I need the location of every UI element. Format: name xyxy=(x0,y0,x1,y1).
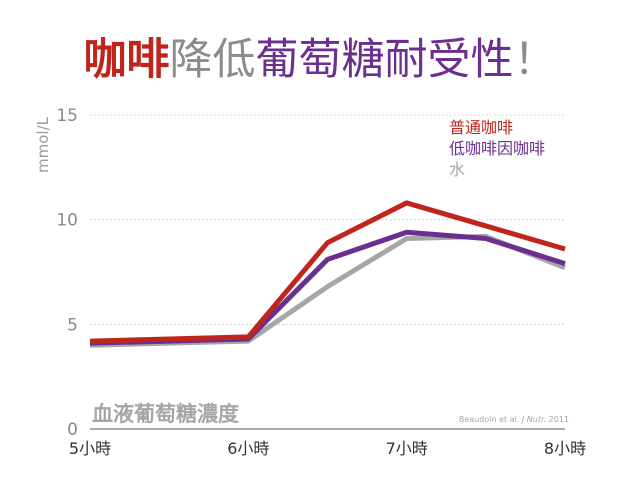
x-tick-5小時: 5小時 xyxy=(69,439,111,458)
title-glucose-tolerance: 葡萄糖耐受性 xyxy=(255,35,514,85)
y-tick-15: 15 xyxy=(56,106,78,126)
title-reduces: 降低 xyxy=(169,35,256,85)
x-tick-7小時: 7小時 xyxy=(386,439,428,458)
x-tick-8小時: 8小時 xyxy=(544,439,586,458)
grid-lines xyxy=(90,114,565,325)
citation-journal: J Nutr. xyxy=(520,415,546,424)
citation-authors: Beaudoin et al. xyxy=(459,415,522,424)
series-line-普通咖啡 xyxy=(89,200,566,344)
title-coffee: 咖啡 xyxy=(83,35,170,85)
chart-title: 咖啡降低葡萄糖耐受性！ xyxy=(0,32,640,88)
citation: Beaudoin et al. J Nutr. 2011 xyxy=(459,415,569,424)
y-tick-10: 10 xyxy=(56,211,78,231)
series-line-水 xyxy=(89,233,566,348)
y-tick-5: 5 xyxy=(67,315,78,335)
annotation-blood-glucose: 血液葡萄糖濃度 xyxy=(92,402,239,426)
y-tick-0: 0 xyxy=(67,420,78,440)
x-tick-labels: 5小時 6小時 7小時 8小時 xyxy=(69,439,586,458)
series-lines xyxy=(89,200,566,348)
citation-year: 2011 xyxy=(546,415,569,424)
y-axis-label: mmol/L xyxy=(34,116,52,173)
legend-item-水: 水 xyxy=(449,160,465,179)
x-tick-6小時: 6小時 xyxy=(227,439,269,458)
y-tick-labels: 0 5 10 15 xyxy=(56,106,78,440)
legend-item-普通咖啡: 普通咖啡 xyxy=(449,118,513,137)
title-exclamation: ！ xyxy=(513,35,557,85)
legend-item-低咖啡因咖啡: 低咖啡因咖啡 xyxy=(449,139,545,158)
